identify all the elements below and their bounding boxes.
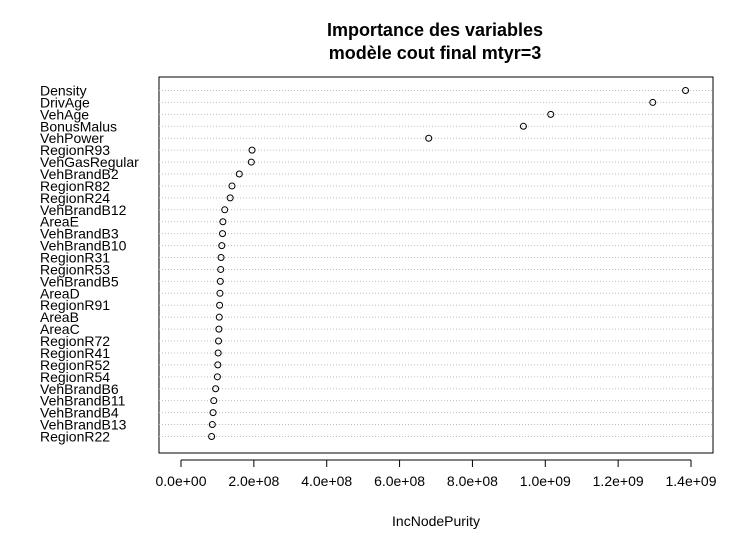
data-point bbox=[215, 337, 223, 345]
category-label: AreaC bbox=[40, 321, 80, 337]
data-point bbox=[214, 349, 222, 357]
category-label: RegionR54 bbox=[40, 369, 110, 385]
data-point bbox=[212, 385, 220, 393]
data-point bbox=[214, 361, 222, 369]
data-point bbox=[216, 277, 224, 285]
data-point bbox=[519, 122, 527, 130]
data-point bbox=[682, 87, 690, 94]
category-label: AreaD bbox=[40, 285, 80, 301]
x-tick-label: 2.0e+08 bbox=[228, 473, 279, 489]
data-point bbox=[213, 373, 221, 381]
data-point bbox=[217, 254, 225, 262]
category-label: VehBrandB13 bbox=[40, 417, 127, 433]
data-point bbox=[649, 98, 657, 106]
category-label: RegionR52 bbox=[40, 357, 110, 373]
data-point bbox=[210, 397, 218, 405]
category-label: VehBrandB10 bbox=[40, 238, 127, 254]
chart-subtitle: modèle cout final mtyr=3 bbox=[329, 43, 542, 63]
data-point bbox=[216, 301, 224, 309]
data-point bbox=[235, 170, 243, 178]
category-label: RegionR91 bbox=[40, 297, 110, 313]
data-point bbox=[248, 146, 256, 154]
data-point bbox=[221, 206, 229, 214]
data-point bbox=[247, 158, 255, 166]
category-label: RegionR93 bbox=[40, 142, 110, 158]
data-point bbox=[219, 218, 227, 226]
data-point bbox=[209, 409, 217, 417]
data-point bbox=[425, 134, 433, 142]
category-label: VehBrandB3 bbox=[40, 226, 119, 242]
data-point bbox=[547, 110, 555, 118]
data-point bbox=[217, 265, 225, 273]
category-label: DrivAge bbox=[40, 94, 90, 110]
data-point bbox=[228, 182, 236, 190]
x-tick-label: 1.2e+09 bbox=[593, 473, 644, 489]
category-label: RegionR72 bbox=[40, 333, 110, 349]
chart-title: Importance des variables bbox=[327, 20, 543, 40]
category-label: RegionR24 bbox=[40, 190, 110, 206]
category-label: RegionR82 bbox=[40, 178, 110, 194]
guide-lines bbox=[159, 90, 713, 437]
x-tick-label: 4.0e+08 bbox=[301, 473, 352, 489]
x-tick-label: 6.0e+08 bbox=[374, 473, 425, 489]
x-axis: 0.0e+00 2.0e+08 4.0e+08 6.0e+08 8.0e+08 1.0e+… bbox=[156, 459, 717, 489]
x-tick-label: 8.0e+08 bbox=[447, 473, 498, 489]
data-point bbox=[218, 242, 226, 250]
data-point bbox=[216, 289, 224, 297]
data-point bbox=[226, 194, 234, 202]
category-label: AreaB bbox=[40, 309, 79, 325]
category-label: RegionR31 bbox=[40, 250, 110, 266]
x-axis-label: IncNodePurity bbox=[392, 513, 480, 529]
x-tick-label: 1.4e+09 bbox=[666, 473, 717, 489]
data-point bbox=[219, 230, 227, 238]
data-points bbox=[208, 87, 690, 440]
category-label: AreaE bbox=[40, 214, 79, 230]
data-point bbox=[208, 421, 216, 429]
x-tick-label: 1.0e+09 bbox=[520, 473, 571, 489]
category-labels: DensityDrivAgeVehAgeBonusMalusVehPowerRe… bbox=[40, 83, 139, 445]
category-label: BonusMalus bbox=[40, 118, 117, 134]
category-label: VehAge bbox=[40, 106, 89, 122]
category-label: VehPower bbox=[40, 130, 104, 146]
data-point bbox=[215, 325, 223, 333]
category-label: VehBrandB11 bbox=[40, 393, 126, 409]
data-point bbox=[215, 313, 223, 321]
category-label: VehBrandB5 bbox=[40, 273, 119, 289]
x-tick-label: 0.0e+00 bbox=[156, 473, 207, 489]
category-label: VehBrandB6 bbox=[40, 381, 119, 397]
category-label: RegionR41 bbox=[40, 345, 110, 361]
category-label: RegionR53 bbox=[40, 261, 110, 277]
category-label: Density bbox=[40, 83, 87, 99]
category-label: VehBrandB12 bbox=[40, 202, 127, 218]
plot-frame bbox=[158, 76, 714, 454]
category-label: VehBrandB4 bbox=[40, 405, 119, 421]
data-point bbox=[208, 432, 216, 440]
category-label: VehGasRegular bbox=[40, 154, 139, 170]
category-label: VehBrandB2 bbox=[40, 166, 119, 182]
category-label: RegionR22 bbox=[40, 428, 110, 444]
